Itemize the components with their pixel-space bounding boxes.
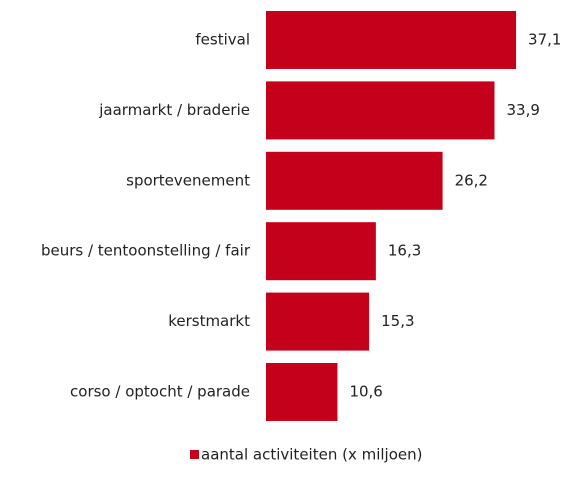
- value-label: 26,2: [455, 171, 488, 189]
- value-label: 37,1: [528, 31, 561, 49]
- bar: [266, 292, 370, 351]
- value-label: 10,6: [349, 383, 382, 401]
- bar: [266, 81, 495, 140]
- bar: [266, 11, 517, 69]
- category-label: jaarmarkt / braderie: [98, 101, 250, 119]
- category-label: corso / optocht / parade: [70, 383, 250, 401]
- value-label: 33,9: [506, 101, 539, 119]
- bar: [266, 151, 443, 210]
- category-label: sportevenement: [126, 171, 250, 189]
- category-label: kerstmarkt: [168, 312, 250, 330]
- value-label: 15,3: [381, 312, 414, 330]
- value-label: 16,3: [388, 242, 421, 260]
- category-label: beurs / tentoonstelling / fair: [41, 242, 251, 260]
- bar: [266, 363, 338, 421]
- legend-swatch: [190, 450, 199, 459]
- category-label: festival: [195, 31, 250, 49]
- legend-label: aantal activiteiten (x miljoen): [201, 446, 422, 464]
- bar: [266, 222, 376, 281]
